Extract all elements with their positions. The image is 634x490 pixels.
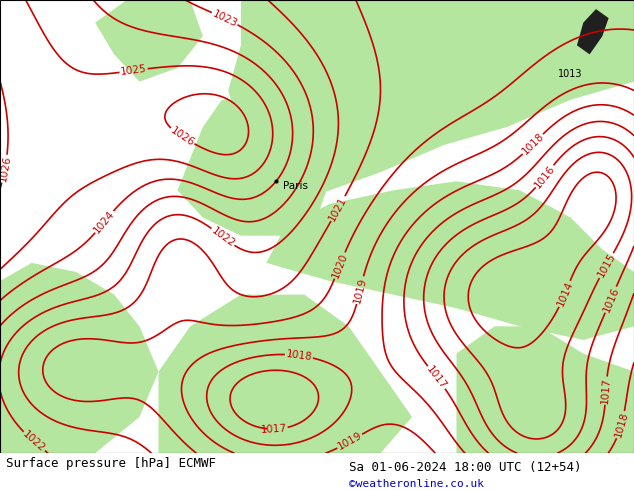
- Text: 1024: 1024: [92, 209, 117, 235]
- PathPatch shape: [0, 263, 158, 453]
- PathPatch shape: [95, 0, 203, 82]
- Text: Sa 01-06-2024 18:00 UTC (12+54): Sa 01-06-2024 18:00 UTC (12+54): [349, 462, 581, 474]
- Text: 1022: 1022: [21, 429, 47, 454]
- Text: 1015: 1015: [595, 251, 617, 279]
- Text: 1018: 1018: [613, 411, 630, 439]
- Text: Paris: Paris: [283, 181, 308, 192]
- Text: 1013: 1013: [558, 69, 583, 79]
- Text: 1025: 1025: [120, 64, 147, 77]
- Text: 1017: 1017: [600, 377, 612, 404]
- PathPatch shape: [228, 0, 634, 204]
- Text: 1019: 1019: [336, 431, 364, 452]
- Text: 1014: 1014: [555, 280, 574, 308]
- Text: 1023: 1023: [210, 8, 239, 29]
- Text: 1026: 1026: [0, 155, 12, 183]
- Text: ©weatheronline.co.uk: ©weatheronline.co.uk: [349, 479, 484, 489]
- PathPatch shape: [266, 181, 634, 340]
- Text: 1017: 1017: [260, 423, 287, 435]
- Text: 1018: 1018: [285, 349, 313, 362]
- Text: 1026: 1026: [169, 125, 196, 148]
- Text: 1016: 1016: [601, 286, 621, 314]
- Text: Surface pressure [hPa] ECMWF: Surface pressure [hPa] ECMWF: [6, 457, 216, 469]
- Text: 1022: 1022: [209, 225, 236, 249]
- Text: 1020: 1020: [330, 251, 349, 280]
- Text: 1016: 1016: [533, 163, 557, 190]
- PathPatch shape: [158, 294, 412, 453]
- Text: 1018: 1018: [520, 131, 546, 157]
- PathPatch shape: [577, 9, 609, 54]
- Text: 1017: 1017: [425, 364, 448, 391]
- PathPatch shape: [178, 99, 330, 236]
- PathPatch shape: [456, 326, 634, 453]
- Text: 1021: 1021: [327, 195, 349, 222]
- Text: 1019: 1019: [352, 276, 368, 304]
